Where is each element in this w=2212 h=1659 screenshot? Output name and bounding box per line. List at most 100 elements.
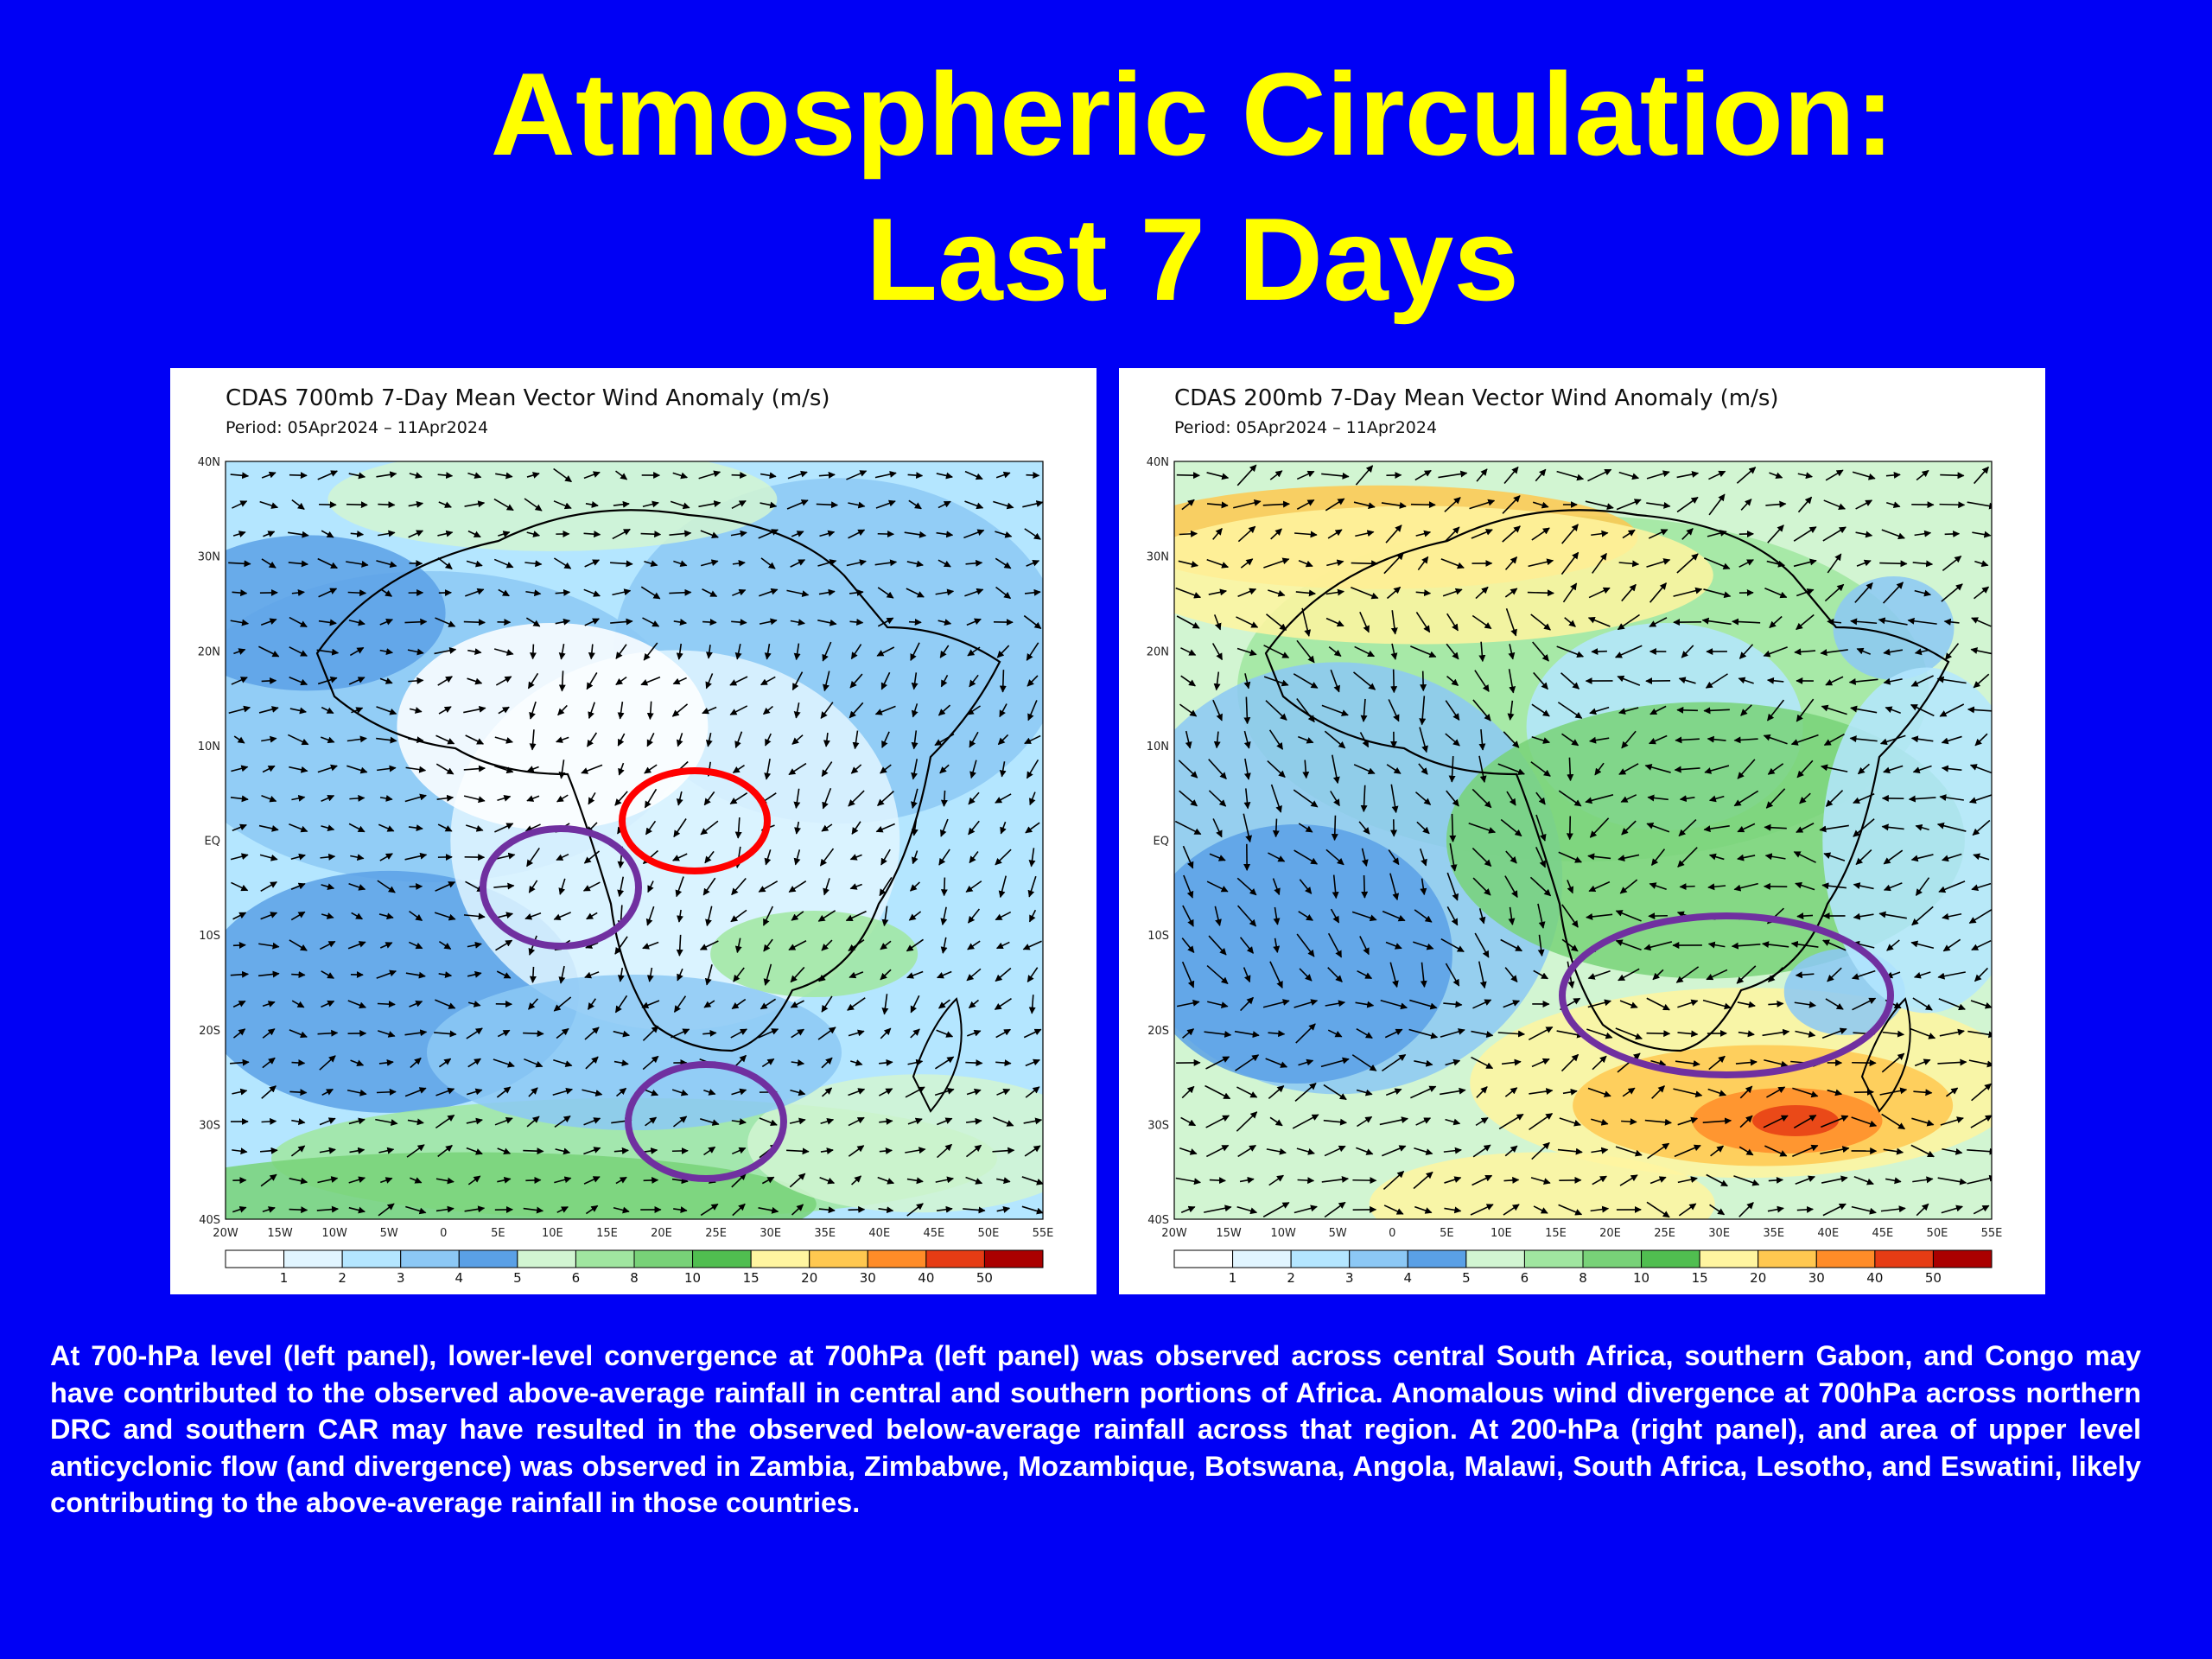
colorbar-label: 10 xyxy=(684,1270,701,1286)
colorbar-swatch xyxy=(692,1249,752,1268)
colorbar-swatch xyxy=(1232,1249,1292,1268)
lon-label: 20E xyxy=(1599,1227,1621,1240)
colorbar-swatch xyxy=(750,1249,810,1268)
colorbar-swatch xyxy=(225,1249,285,1268)
lat-label: 30N xyxy=(1147,551,1169,564)
colorbar-swatch xyxy=(1641,1249,1700,1268)
colorbar-label: 4 xyxy=(1404,1270,1413,1286)
divergence-ring xyxy=(619,767,771,874)
lon-label: 40E xyxy=(868,1227,890,1240)
map-frame xyxy=(225,461,1044,1220)
lon-label: 15W xyxy=(267,1227,293,1240)
panel-period-200mb: Period: 05Apr2024 – 11Apr2024 xyxy=(1174,418,1438,437)
colorbar-label: 5 xyxy=(513,1270,522,1286)
lon-label: 40E xyxy=(1817,1227,1839,1240)
convergence-ring xyxy=(480,825,642,950)
colorbar-swatch xyxy=(1582,1249,1643,1268)
lat-label: 30S xyxy=(199,1119,220,1132)
colorbar-label: 30 xyxy=(860,1270,876,1286)
lon-label: 35E xyxy=(814,1227,836,1240)
lon-label: 0 xyxy=(1389,1227,1395,1240)
slide-title: Atmospheric Circulation: Last 7 Days xyxy=(259,41,2126,332)
colorbar-swatch xyxy=(400,1249,460,1268)
lon-label: 0 xyxy=(440,1227,447,1240)
lon-label: 10W xyxy=(1270,1227,1296,1240)
lon-label: 20W xyxy=(1161,1227,1187,1240)
lon-label: 50E xyxy=(978,1227,1000,1240)
colorbar-swatch xyxy=(1465,1249,1525,1268)
wind-anomaly-field xyxy=(226,461,1043,1219)
lat-label: 30S xyxy=(1147,1119,1169,1132)
panel-700mb: 40N 30N 20N 10N EQ 10S 20S 30S 40S 20W 15W 10W 5W 0 5E… xyxy=(170,368,1096,1294)
colorbar-label: 1 xyxy=(1229,1270,1237,1286)
lon-label: 20W xyxy=(213,1227,238,1240)
lat-label: 10S xyxy=(1147,930,1169,943)
colorbar-label: 15 xyxy=(743,1270,760,1286)
colorbar-label: 30 xyxy=(1808,1270,1825,1286)
colorbar-swatch xyxy=(1874,1249,1934,1268)
lon-label: 55E xyxy=(1981,1227,2003,1240)
colorbar-swatch xyxy=(517,1249,576,1268)
colorbar-swatch xyxy=(633,1249,694,1268)
lat-label: 20S xyxy=(199,1025,220,1038)
lon-label: 50E xyxy=(1927,1227,1948,1240)
colorbar-label: 8 xyxy=(1579,1270,1587,1286)
colorbar-swatch xyxy=(809,1249,868,1268)
colorbar-swatch xyxy=(1290,1249,1351,1268)
colorbar-swatch xyxy=(1815,1249,1876,1268)
panel-period-700mb: Period: 05Apr2024 – 11Apr2024 xyxy=(226,418,489,437)
colorbar-swatch xyxy=(1349,1249,1408,1268)
title-line-1: Atmospheric Circulation: xyxy=(490,48,1895,180)
lat-label: 40N xyxy=(198,456,220,469)
lat-label: 20N xyxy=(198,645,220,658)
lon-label: 15E xyxy=(1545,1227,1567,1240)
lon-label: 30E xyxy=(1708,1227,1730,1240)
lat-label: 30N xyxy=(198,551,220,564)
colorbar-label: 3 xyxy=(397,1270,405,1286)
lat-label: 40N xyxy=(1147,456,1169,469)
lon-label: 5W xyxy=(1329,1227,1347,1240)
lon-label: 5E xyxy=(1440,1227,1454,1240)
lon-label: 5E xyxy=(491,1227,505,1240)
lon-label: 15E xyxy=(596,1227,618,1240)
colorbar-label: 1 xyxy=(280,1270,289,1286)
lon-label: 15W xyxy=(1216,1227,1242,1240)
colorbar-swatch xyxy=(458,1249,518,1268)
lon-label: 25E xyxy=(1654,1227,1675,1240)
colorbar-label: 10 xyxy=(1633,1270,1649,1286)
lon-label: 30E xyxy=(760,1227,781,1240)
lon-label: 45E xyxy=(1872,1227,1893,1240)
lat-label: 10N xyxy=(198,741,220,753)
colorbar-swatch xyxy=(867,1249,927,1268)
lon-label: 35E xyxy=(1763,1227,1784,1240)
colorbar-swatch xyxy=(1699,1249,1759,1268)
colorbar-label: 50 xyxy=(976,1270,993,1286)
colorbar-label: 2 xyxy=(1287,1270,1295,1286)
lat-label: 20N xyxy=(1147,645,1169,658)
convergence-ring xyxy=(1559,912,1894,1078)
colorbar-swatch xyxy=(341,1249,402,1268)
lat-label: EQ xyxy=(205,836,220,849)
colorbar-swatch xyxy=(1173,1249,1234,1268)
panel-title-200mb: CDAS 200mb 7-Day Mean Vector Wind Anomal… xyxy=(1174,385,1779,411)
lat-label: EQ xyxy=(1154,836,1169,849)
lat-label: 10S xyxy=(199,930,220,943)
colorbar-swatch xyxy=(925,1249,985,1268)
lon-label: 45E xyxy=(923,1227,944,1240)
colorbar-swatch xyxy=(983,1249,1044,1268)
colorbar-label: 6 xyxy=(1521,1270,1529,1286)
colorbar-label: 4 xyxy=(455,1270,464,1286)
panel-title-700mb: CDAS 700mb 7-Day Mean Vector Wind Anomal… xyxy=(226,385,830,411)
colorbar-swatch xyxy=(1758,1249,1817,1268)
colorbar-label: 3 xyxy=(1345,1270,1354,1286)
colorbar-label: 5 xyxy=(1462,1270,1471,1286)
caption-text: At 700-hPa level (left panel), lower-lev… xyxy=(50,1340,2141,1518)
colorbar-label: 2 xyxy=(338,1270,346,1286)
colorbar-label: 20 xyxy=(1750,1270,1766,1286)
colorbar-label: 20 xyxy=(801,1270,817,1286)
colorbar-swatch xyxy=(575,1249,635,1268)
panel-200mb: 40N 30N 20N 10N EQ 10S 20S 30S 40S 20W 15W 10W 5W 0 5E… xyxy=(1119,368,2045,1294)
colorbar-swatch xyxy=(1932,1249,1993,1268)
